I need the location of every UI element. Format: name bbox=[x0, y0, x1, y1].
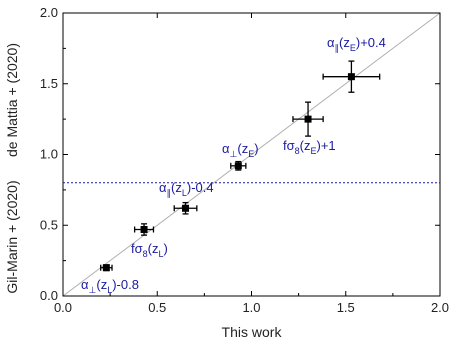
x-tick-label: 2.0 bbox=[431, 300, 449, 315]
x-tick-label: 1.0 bbox=[242, 300, 260, 315]
point-marker bbox=[347, 73, 355, 81]
point-marker bbox=[182, 204, 190, 212]
point-annotation: fσ8(zE)+1 bbox=[283, 138, 336, 156]
point-annotation: α⊥(zL)-0.8 bbox=[81, 277, 139, 295]
point-annotation: α∥(zL)-0.4 bbox=[159, 180, 214, 198]
x-tick-label: 0.0 bbox=[54, 300, 72, 315]
point-marker bbox=[140, 225, 148, 233]
x-tick-label: 1.5 bbox=[337, 300, 355, 315]
y-tick-label: 1.0 bbox=[40, 147, 58, 162]
point-annotation: fσ8(zL) bbox=[131, 241, 168, 259]
data-point bbox=[230, 160, 247, 171]
point-marker bbox=[234, 162, 242, 170]
y-tick-label: 1.5 bbox=[40, 76, 58, 91]
data-point bbox=[133, 223, 155, 236]
y-tick-label: 0.5 bbox=[40, 217, 58, 232]
y-axis-label-upper: de Mattia + (2020) bbox=[4, 43, 20, 157]
x-tick-label: 0.5 bbox=[148, 300, 166, 315]
point-annotation: α∥(zE)+0.4 bbox=[327, 35, 386, 53]
data-point bbox=[100, 264, 113, 272]
y-tick-label: 2.0 bbox=[40, 5, 58, 20]
data-point bbox=[322, 60, 381, 93]
x-axis-label: This work bbox=[222, 324, 283, 340]
data-point bbox=[173, 201, 198, 215]
y-tick-label: 0.0 bbox=[40, 288, 58, 303]
tick-layer: 0.00.0 0.5 0.5 1.0 1.0 1.5 1.5 2.0 2.0 bbox=[40, 5, 449, 315]
identity-line bbox=[62, 12, 441, 297]
point-annotation: α⊥(zE) bbox=[222, 141, 259, 159]
point-marker bbox=[102, 264, 110, 272]
data-point bbox=[292, 101, 324, 137]
identity-line-layer bbox=[62, 12, 441, 297]
points-layer bbox=[100, 60, 381, 272]
point-marker bbox=[304, 115, 312, 123]
y-axis-label-lower: Gil-Marin + (2020) bbox=[4, 180, 20, 293]
annotation-layer: α⊥(zL)-0.8 fσ8(zL) α∥(zL)-0.4 α⊥(zE) fσ8(zE)… bbox=[81, 35, 386, 295]
